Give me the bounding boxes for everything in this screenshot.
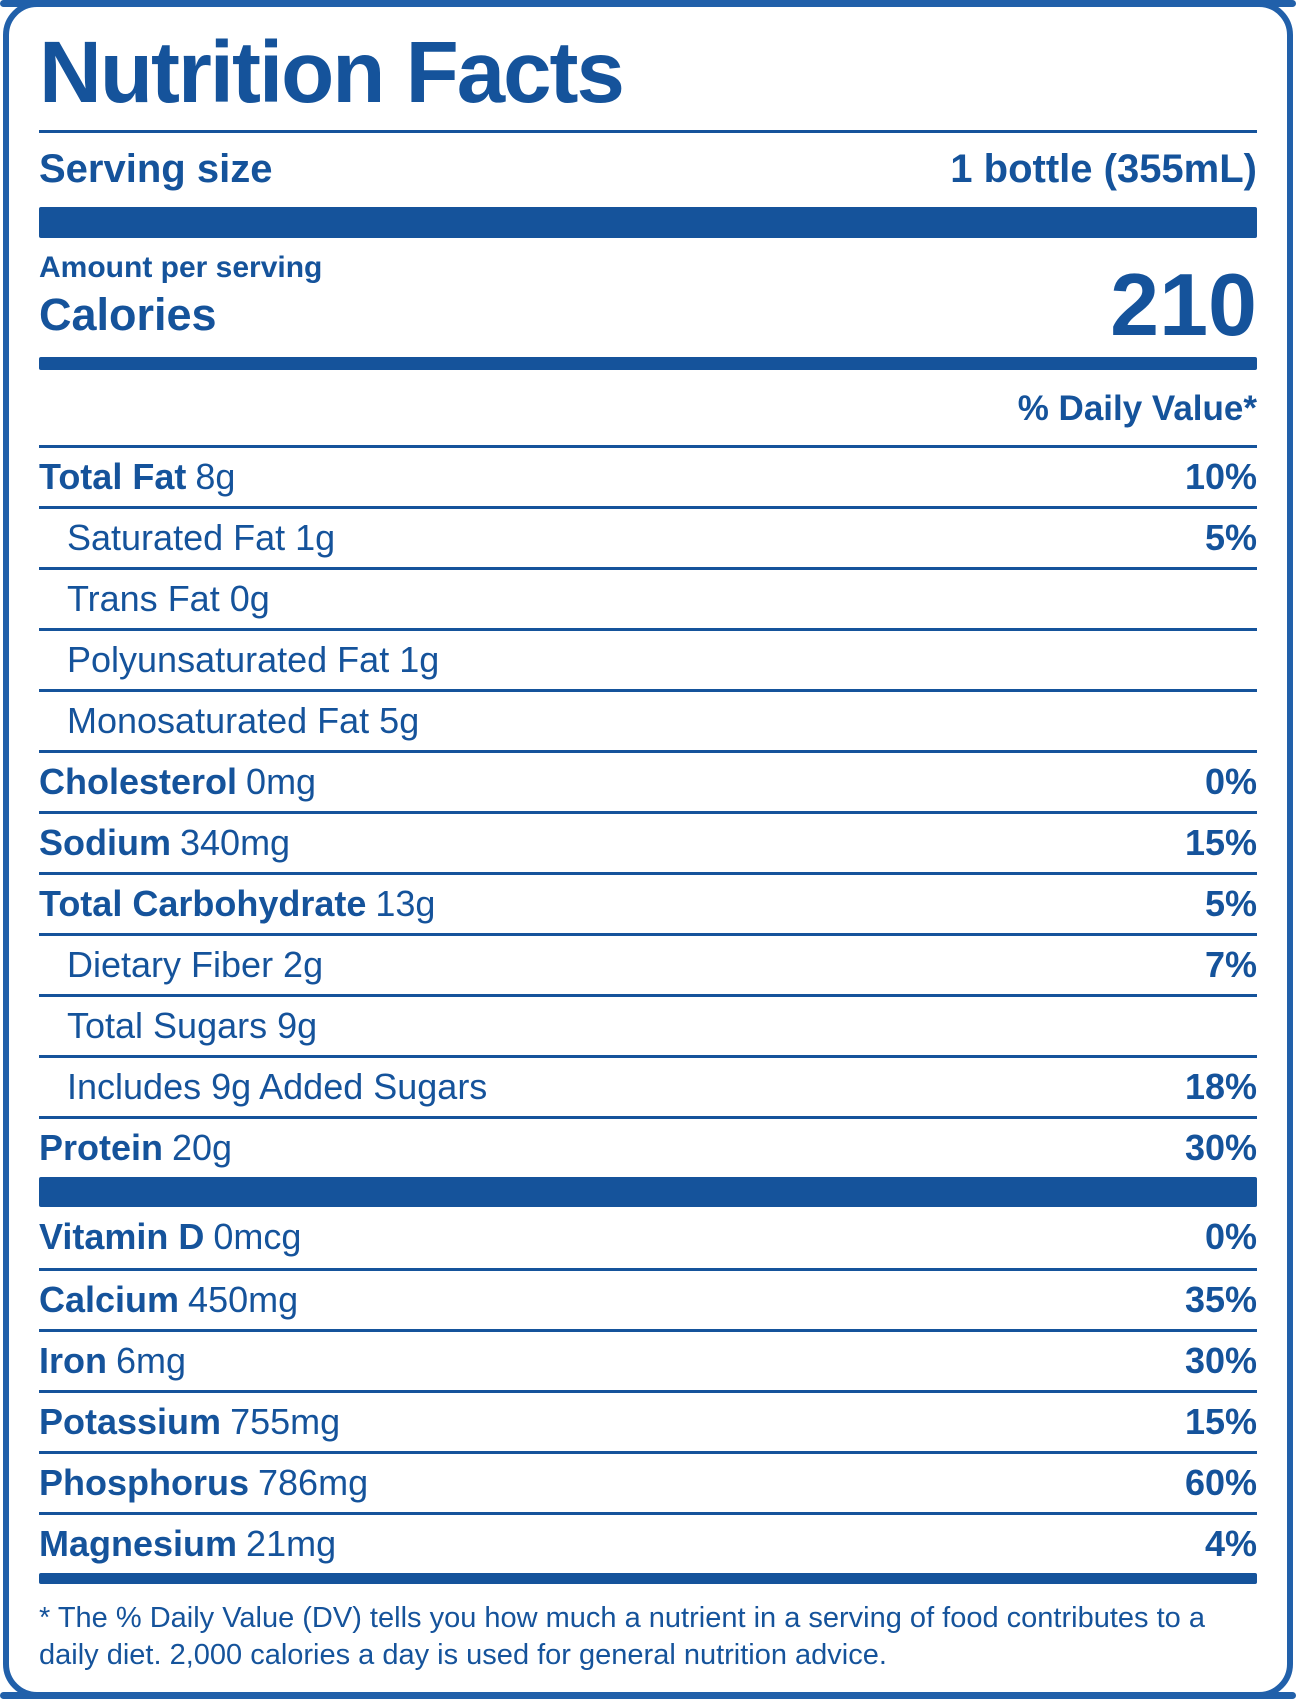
- nutrient-name: Trans Fat 0g: [67, 578, 270, 620]
- nutrient-name: Protein 20g: [39, 1126, 233, 1168]
- row-total-carbohydrate: Total Carbohydrate 13g 5%: [39, 871, 1257, 933]
- nutrient-amount: 20g: [172, 1126, 233, 1168]
- nutrient-name: Vitamin D 0mcg: [39, 1216, 302, 1258]
- nutrient-name: Total Sugars 9g: [67, 1005, 317, 1047]
- nutrient-name: Cholesterol 0mg: [39, 760, 317, 802]
- nutrient-amount: 755mg: [230, 1400, 341, 1442]
- nutrient-dv: 5%: [1204, 516, 1257, 558]
- row-calcium: Calcium 450mg 35%: [39, 1267, 1257, 1329]
- nutrient-dv: 30%: [1184, 1126, 1257, 1168]
- nutrient-amount: 450mg: [188, 1278, 299, 1320]
- row-trans-fat: Trans Fat 0g: [39, 566, 1257, 628]
- nutrient-name: Magnesium 21mg: [39, 1522, 337, 1564]
- nutrient-amount: 0mcg: [213, 1216, 302, 1258]
- row-saturated-fat: Saturated Fat 1g 5%: [39, 505, 1257, 567]
- nutrition-facts-title: Nutrition Facts: [39, 24, 625, 121]
- nutrient-amount: 8g: [195, 455, 236, 497]
- row-potassium: Potassium 755mg 15%: [39, 1389, 1257, 1451]
- amount-per-serving-label: Amount per serving: [39, 250, 323, 284]
- row-dietary-fiber: Dietary Fiber 2g 7%: [39, 932, 1257, 994]
- calories-value: 210: [1110, 254, 1257, 354]
- nutrient-amount: Includes 9g Added Sugars: [67, 1065, 488, 1107]
- title-rule: [39, 129, 1257, 133]
- daily-value-header: % Daily Value*: [1017, 389, 1257, 429]
- nutrient-name: Includes 9g Added Sugars: [67, 1066, 487, 1108]
- nutrient-dv: 0%: [1204, 1216, 1257, 1258]
- nutrient-dv: 60%: [1184, 1461, 1257, 1503]
- nutrient-amount: 786mg: [258, 1461, 369, 1503]
- section-bar-serving: [39, 206, 1257, 238]
- nutrient-amount: 0mg: [246, 760, 317, 802]
- section-bar-micros: [39, 1572, 1257, 1584]
- nutrient-amount: 6mg: [116, 1339, 187, 1381]
- nutrient-dv: 7%: [1204, 943, 1257, 985]
- footnote: * The % Daily Value (DV) tells you how m…: [39, 1601, 1205, 1671]
- nutrient-name: Dietary Fiber 2g: [67, 944, 323, 986]
- nutrient-name: Iron 6mg: [39, 1339, 187, 1381]
- section-bar-macros: [39, 1176, 1257, 1207]
- nutrient-name: Phosphorus 786mg: [39, 1461, 369, 1503]
- row-total-fat: Total Fat 8g 10%: [39, 444, 1257, 506]
- nutrient-amount: Trans Fat 0g: [67, 577, 270, 619]
- nutrient-name: Polyunsaturated Fat 1g: [67, 639, 439, 681]
- nutrient-name: Calcium 450mg: [39, 1278, 299, 1320]
- nutrient-name: Total Fat 8g: [39, 455, 236, 497]
- nutrient-dv: 15%: [1184, 1400, 1257, 1442]
- row-monosaturated-fat: Monosaturated Fat 5g: [39, 688, 1257, 750]
- nutrition-facts-label-card: Nutrition Facts Serving size 1 bottle (3…: [3, 1, 1293, 1698]
- nutrient-name: Sodium 340mg: [39, 821, 291, 863]
- nutrient-amount: Monosaturated Fat 5g: [67, 699, 420, 741]
- nutrient-dv: 5%: [1204, 882, 1257, 924]
- nutrient-name: Saturated Fat 1g: [67, 517, 335, 559]
- nutrient-amount: Total Sugars 9g: [67, 1004, 318, 1046]
- section-bar-calories: [39, 356, 1257, 370]
- nutrient-amount: 340mg: [180, 821, 291, 863]
- row-cholesterol: Cholesterol 0mg 0%: [39, 749, 1257, 811]
- nutrient-dv: 0%: [1204, 760, 1257, 802]
- row-phosphorus: Phosphorus 786mg 60%: [39, 1450, 1257, 1512]
- row-iron: Iron 6mg 30%: [39, 1328, 1257, 1390]
- nutrient-dv: 30%: [1184, 1339, 1257, 1381]
- nutrient-name: Potassium 755mg: [39, 1400, 341, 1442]
- serving-size-row: Serving size 1 bottle (355mL): [39, 133, 1257, 207]
- nutrient-amount: 13g: [375, 882, 436, 924]
- nutrient-amount: Polyunsaturated Fat 1g: [67, 638, 440, 680]
- nutrient-dv: 18%: [1184, 1065, 1257, 1107]
- nutrient-dv: 4%: [1204, 1522, 1257, 1564]
- row-magnesium: Magnesium 21mg 4%: [39, 1511, 1257, 1573]
- nutrient-name: Monosaturated Fat 5g: [67, 700, 419, 742]
- nutrient-amount: Dietary Fiber 2g: [67, 943, 324, 985]
- nutrient-dv: 10%: [1184, 455, 1257, 497]
- nutrient-amount: Saturated Fat 1g: [67, 516, 336, 558]
- row-vitamin-d: Vitamin D 0mcg 0%: [39, 1207, 1257, 1268]
- row-total-sugars: Total Sugars 9g: [39, 993, 1257, 1055]
- row-sodium: Sodium 340mg 15%: [39, 810, 1257, 872]
- serving-size-value: 1 bottle (355mL): [950, 147, 1257, 192]
- row-polyunsaturated-fat: Polyunsaturated Fat 1g: [39, 627, 1257, 689]
- serving-size-label: Serving size: [39, 147, 273, 192]
- row-protein: Protein 20g 30%: [39, 1115, 1257, 1177]
- nutrient-name: Total Carbohydrate 13g: [39, 882, 436, 924]
- calories-section: Amount per serving Calories 210: [39, 238, 1257, 357]
- nutrient-dv: 15%: [1184, 821, 1257, 863]
- row-added-sugars: Includes 9g Added Sugars 18%: [39, 1054, 1257, 1116]
- nutrient-amount: 21mg: [246, 1522, 337, 1564]
- calories-label: Calories: [39, 288, 217, 340]
- nutrient-dv: 35%: [1184, 1278, 1257, 1320]
